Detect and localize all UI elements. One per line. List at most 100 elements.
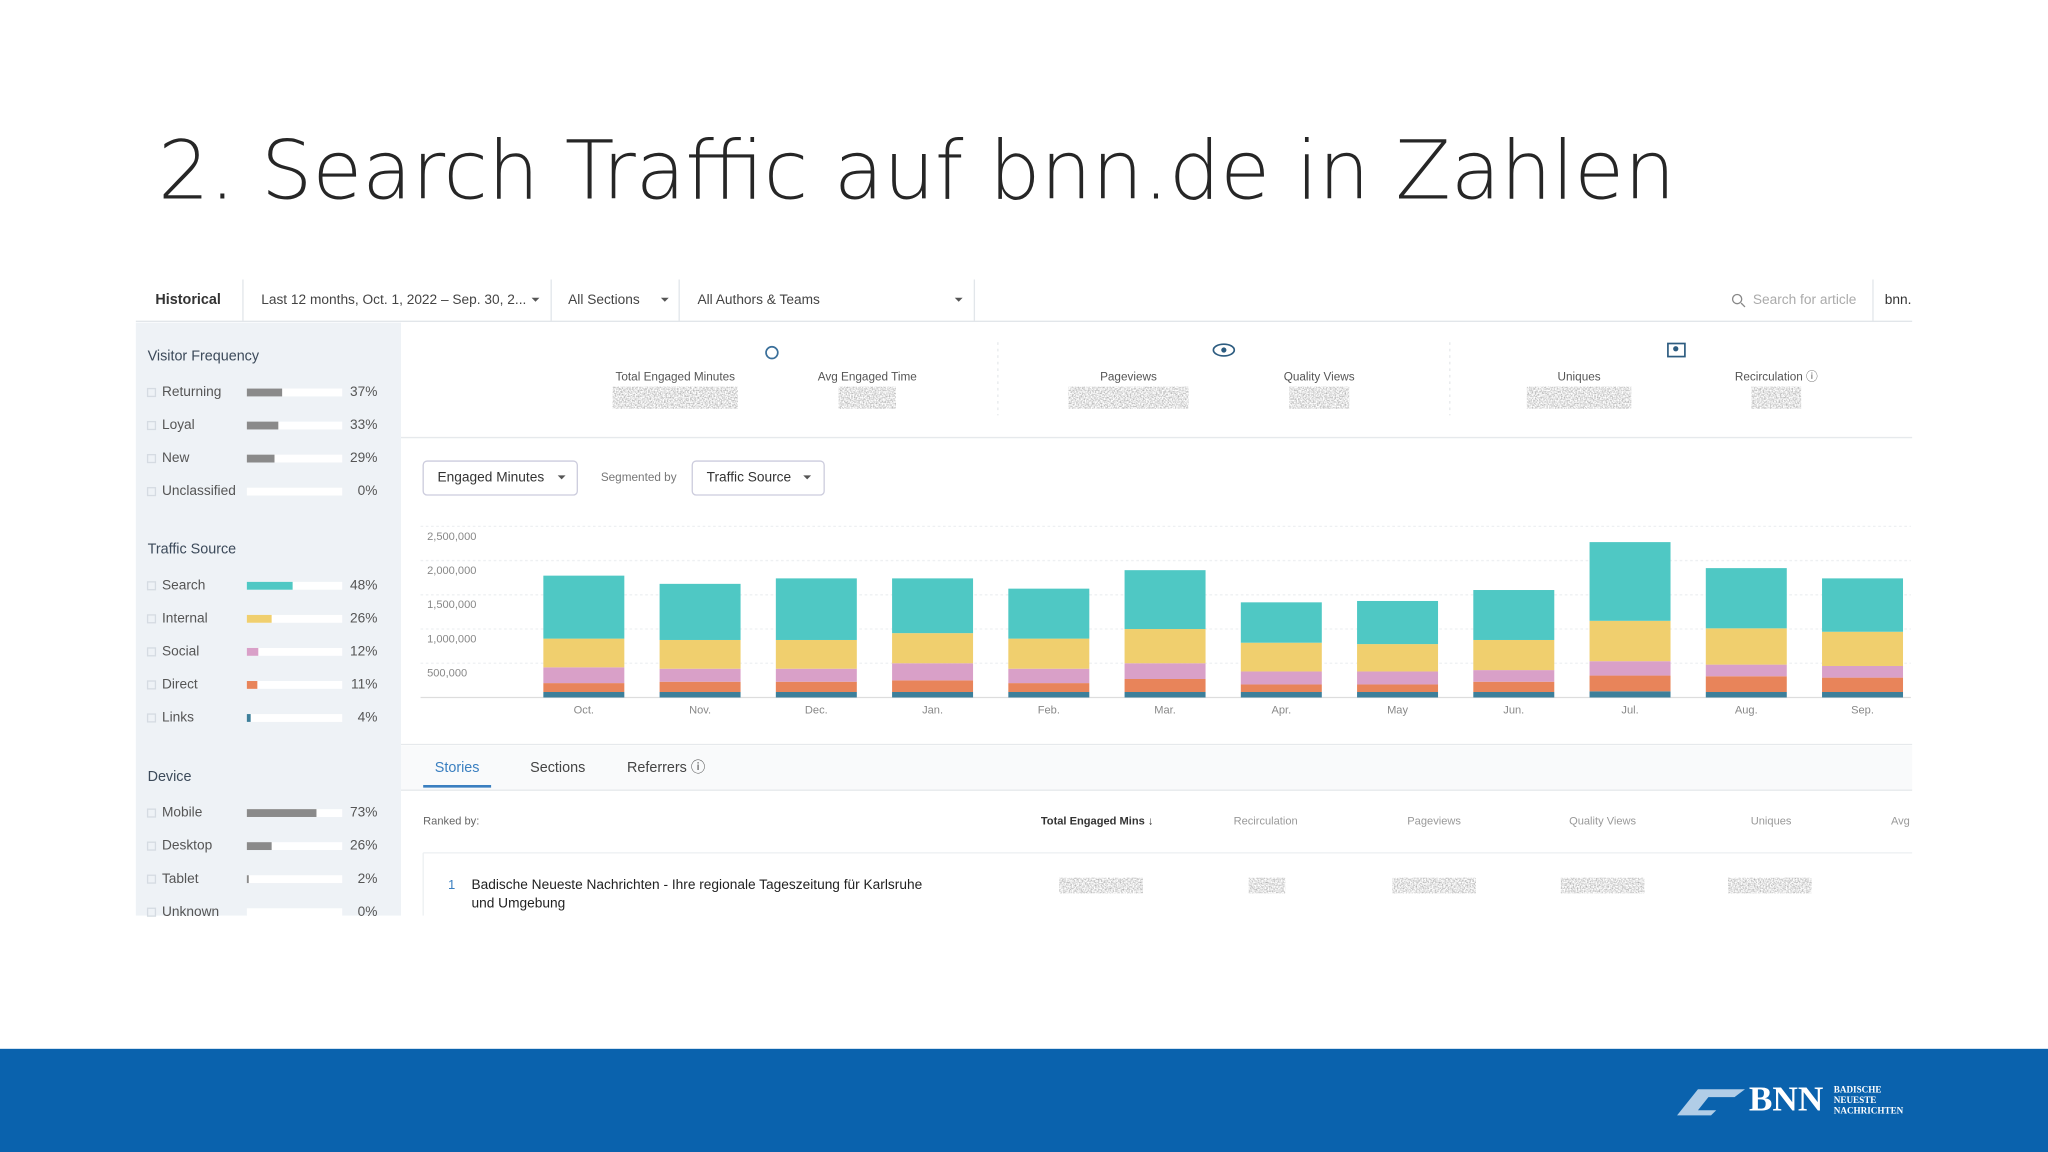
bar-segment [1705,628,1787,665]
share-label: 11% [351,677,377,692]
tab-bar [400,745,1913,791]
metric-dropdown[interactable] [422,460,578,496]
bar-segment [659,639,741,669]
metric-label: Recirculation ⓘ [1735,371,1818,384]
checkbox[interactable] [146,808,157,818]
checkbox[interactable] [146,387,157,398]
tab[interactable]: Stories [435,760,480,776]
bar-track [246,842,343,851]
authors-filter[interactable]: All Authors & Teams [697,292,820,307]
caret [954,297,963,302]
item-label: Unclassified [162,483,236,498]
bar-segment [892,633,974,664]
bar-segment [1357,644,1439,672]
tab[interactable]: Sections [530,760,585,776]
bar-segment [1008,683,1090,692]
caret [557,475,566,480]
x-tick-label: May [1387,704,1408,716]
item-label: Direct [162,677,198,692]
bar-track [246,875,343,884]
section-title: Device [148,769,192,785]
share-label: 12% [350,644,377,659]
metric-label: Avg Engaged Time [818,371,918,384]
row-title[interactable]: und Umgebung [472,895,566,910]
metric-label: Total Engaged Minutes [615,371,735,384]
bar-segment [1473,590,1555,640]
share-label: 48% [350,577,377,592]
x-tick-label: Jan. [922,704,943,716]
checkbox[interactable] [146,581,157,591]
share-bar [246,388,283,397]
bar-segment [659,668,741,682]
blurred-value [1751,386,1802,409]
blurred-value [1526,386,1632,409]
bar-segment [775,681,857,692]
metric-label: Engaged Minutes [438,470,545,485]
bar-segment [1124,691,1206,698]
checkbox[interactable] [146,614,157,624]
item-label: Tablet [162,871,199,886]
date-filter[interactable]: Last 12 months, Oct. 1, 2022 – Sep. 30, … [261,292,526,307]
checkbox[interactable] [146,647,157,657]
bar-segment [543,638,625,668]
bar-segment [1473,670,1555,682]
bar-segment [1240,671,1322,685]
section-title: Traffic Source [148,542,237,558]
share-label: 73% [350,805,377,820]
metric-label: Quality Views [1284,371,1355,384]
site-selector[interactable]: bnn. [1885,292,1912,307]
share-bar [246,681,258,689]
column-header[interactable]: Recirculation [1234,815,1298,827]
column-header[interactable]: Quality Views [1569,815,1636,827]
column-header[interactable]: Total Engaged Mins ↓ [1041,815,1154,827]
checkbox[interactable] [146,420,157,431]
bar-segment [1357,600,1439,645]
tab[interactable]: Referrers ⓘ [627,759,705,776]
bar-segment [1357,691,1439,698]
user-icon [1673,346,1679,352]
controls: Engaged Minutes Segmented by Traffic Sou… [422,460,825,496]
column-header[interactable]: Pageviews [1407,815,1461,827]
logo: BNN BADISCHE NEUESTE NACHRICHTEN [1677,1079,1904,1118]
search-input[interactable]: Search for article [1753,292,1857,307]
bar-segment [1705,691,1787,698]
x-tick-label: Mar. [1154,704,1176,716]
bar-segment [1589,661,1671,676]
checkbox[interactable] [146,454,157,464]
row-title[interactable]: Badische Neueste Nachrichten - Ihre regi… [472,877,923,892]
search-icon [1740,302,1746,308]
x-tick-label: Nov. [689,704,711,716]
x-tick-label: Apr. [1271,704,1291,716]
bar-segment [1705,676,1787,692]
item-label: Desktop [162,838,213,853]
bar-segment [659,583,741,640]
checkbox[interactable] [146,487,157,497]
bar-segment [1473,639,1555,671]
logo-griffin [1677,1089,1745,1116]
column-header[interactable]: Avg [1891,815,1910,827]
checkbox[interactable] [146,907,157,917]
search-icon [1731,293,1743,305]
item-label: Links [162,710,194,725]
bar-segment [1240,602,1322,643]
share-bar [246,875,249,884]
bar-segment [1357,684,1439,692]
bar-segment [659,691,741,698]
eye-icon [1212,343,1236,357]
bar-segment [1822,665,1904,678]
sections-filter[interactable]: All Sections [568,292,640,307]
share-bar [246,809,317,817]
segment-dropdown[interactable] [691,460,825,496]
item-label: Unknown [162,904,219,919]
checkbox[interactable] [146,841,157,851]
checkbox[interactable] [146,713,157,723]
checkbox[interactable] [146,874,157,884]
column-header[interactable]: Uniques [1751,815,1792,827]
bar-segment [892,691,974,698]
x-tick-label: Feb. [1038,704,1060,716]
checkbox[interactable] [146,680,157,690]
bar-track [246,388,343,397]
mode-tab[interactable]: Historical [155,292,220,308]
